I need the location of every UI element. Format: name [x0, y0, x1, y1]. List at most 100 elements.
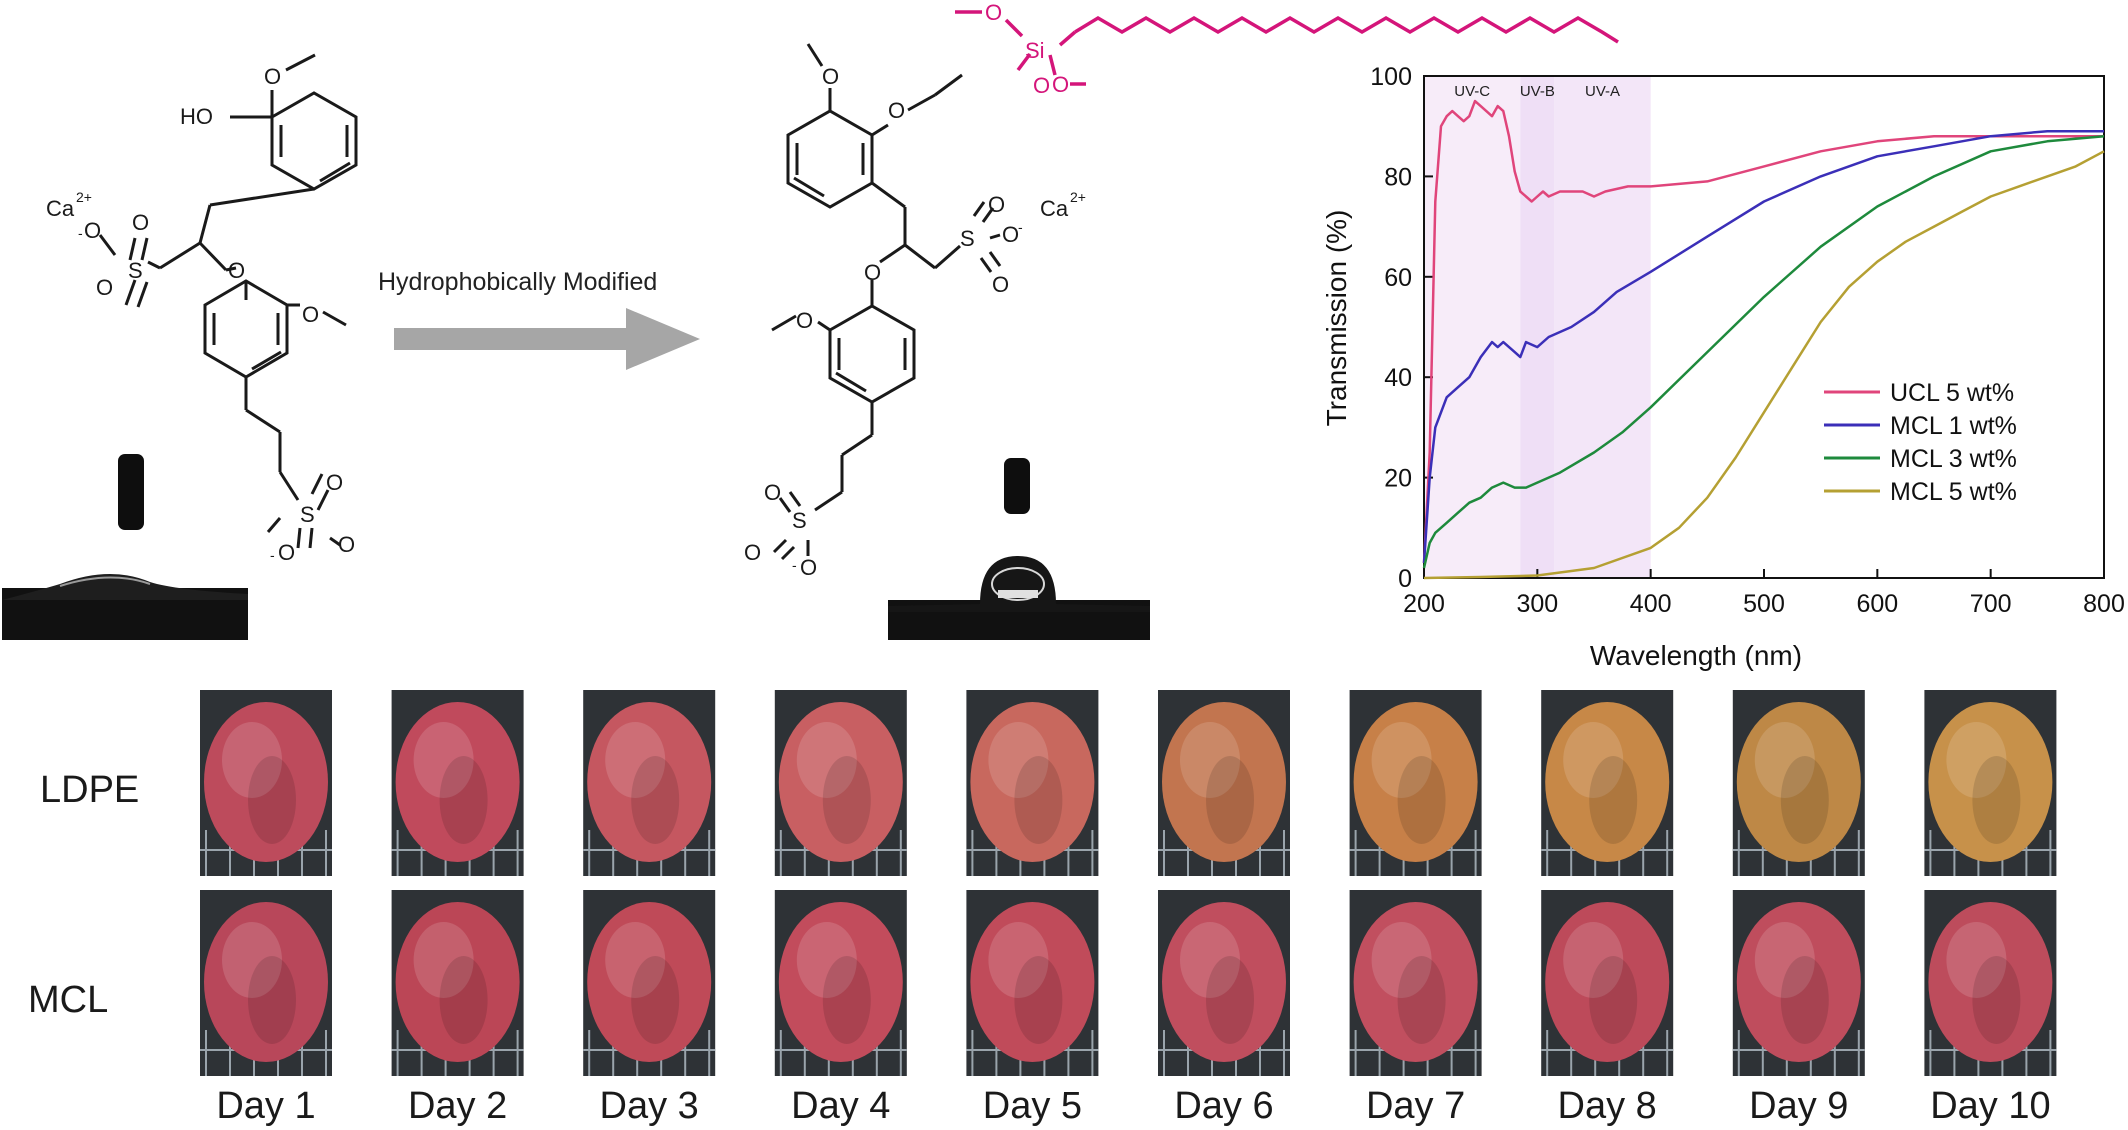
y-tick-label: 40 [1384, 364, 1412, 392]
x-tick-label: 800 [2083, 590, 2125, 618]
unmodified-lignin-labels: HO O Ca 2+ - O S O O O O S O O O - [46, 64, 355, 565]
series-line-2 [1422, 129, 2104, 563]
silane-labels: O Si O O [985, 0, 1069, 98]
series-line-1 [1422, 99, 2104, 563]
apple-photo-mcl-day-9 [1732, 890, 1865, 1076]
ether-oxygen-top: O [888, 98, 905, 123]
sulfonyl-oxygen-right-a: O [988, 192, 1005, 217]
sulfonate-anion-oxygen-1: O [84, 218, 101, 243]
day-label-1: Day 1 [216, 1085, 315, 1127]
apple-photo-mcl-day-1 [200, 890, 332, 1076]
sulfonyl-oxygen-lower-b: O [744, 540, 761, 565]
anion-charge-1: - [78, 225, 83, 241]
calcium-charge-right: 2+ [1070, 189, 1086, 205]
apple-photo-mcl-day-4 [774, 890, 907, 1076]
legend-label-4: MCL 5 wt% [1890, 478, 2017, 506]
sulfonyl-oxygen-1a: O [132, 210, 149, 235]
tick-labels: 200 300 400 500 600 700 800 0 20 40 60 80 100 [1370, 63, 2125, 618]
silane-chain [955, 10, 1619, 86]
anion-charge-lower: - [792, 557, 797, 573]
contact-angle-unmodified [2, 454, 248, 640]
apple-photo-ldpe-day-2 [391, 690, 524, 876]
y-tick-label: 0 [1398, 565, 1412, 593]
siloxy-oxygen-3: O [1052, 72, 1069, 97]
day-label-8: Day 8 [1558, 1085, 1657, 1127]
uv-regions: UV-C UV-B UV-A [1424, 76, 1651, 578]
sulfonyl-oxygen-2b: O [338, 532, 355, 557]
sulfonyl-oxygen-right-b: O [992, 272, 1009, 297]
region-uv-b [1520, 76, 1555, 578]
apple-photo-mcl-day-8 [1541, 890, 1674, 1076]
contact-angle-modified [888, 458, 1150, 640]
methoxy-oxygen: O [264, 64, 281, 89]
region-label-uv-a: UV-A [1585, 83, 1620, 100]
region-label-uv-b: UV-B [1520, 83, 1555, 100]
apple-photo-ldpe-day-7 [1349, 690, 1482, 876]
x-tick-label: 500 [1743, 590, 1785, 618]
apple-photo-ldpe-day-6 [1158, 690, 1290, 876]
apple-photo-mcl-day-7 [1349, 890, 1482, 1076]
day-label-9: Day 9 [1749, 1085, 1848, 1127]
apple-photo-mcl-day-5 [966, 890, 1099, 1076]
day-label-2: Day 2 [408, 1085, 507, 1127]
modified-lignin-labels: O O O O S O O O - Ca 2+ S O O O - [744, 64, 1086, 580]
apple-photo-ldpe-day-8 [1541, 690, 1674, 876]
axes [1423, 75, 2105, 579]
row-label-ldpe: LDPE [40, 769, 139, 811]
methoxy-oxygen-2: O [302, 302, 319, 327]
sulfonate-anion-lower: O [800, 555, 817, 580]
apple-photo-mcl-day-2 [391, 890, 524, 1076]
sulfur-lower: S [792, 508, 807, 533]
calcium-charge: 2+ [76, 189, 92, 205]
legend: UCL 5 wt% MCL 1 wt% MCL 3 wt% MCL 5 wt% [1824, 379, 2017, 506]
sulfonyl-oxygen-2a: O [326, 470, 343, 495]
legend-label-1: UCL 5 wt% [1890, 379, 2014, 407]
y-axis-label: Transmission (%) [1321, 210, 1352, 427]
arrow-shaft [394, 328, 634, 350]
y-tick-label: 60 [1384, 264, 1412, 292]
anion-charge-right: - [1018, 219, 1023, 235]
sulfur-1: S [128, 258, 143, 283]
apple-photo-ldpe-day-3 [583, 690, 716, 876]
apple-photo-ldpe-day-9 [1732, 690, 1865, 876]
calcium-ion: Ca [46, 196, 75, 221]
silicon-atom: Si [1025, 38, 1045, 63]
apple-photo-mcl-day-6 [1158, 890, 1290, 1076]
sulfur-2: S [300, 502, 315, 527]
modification-arrow: Hydrophobically Modified [378, 268, 700, 370]
day-label-10: Day 10 [1930, 1085, 2050, 1127]
day-label-5: Day 5 [983, 1085, 1082, 1127]
series-line-4 [1423, 150, 2105, 580]
day-label-3: Day 3 [600, 1085, 699, 1127]
x-tick-label: 700 [1970, 590, 2012, 618]
uv-transmission-chart: UV-C UV-B UV-A 200 300 400 500 600 700 800 0 20 40 6… [1321, 63, 2125, 671]
region-uv-c [1424, 76, 1521, 578]
methoxy-oxygen-lower: O [796, 308, 813, 333]
x-axis-label: Wavelength (nm) [1590, 640, 1802, 671]
apple-photo-ldpe-day-4 [774, 690, 907, 876]
sulfonate-anion-oxygen-2: O [278, 540, 295, 565]
unmodified-lignin-structure [98, 53, 358, 549]
y-tick-label: 20 [1384, 465, 1412, 493]
calcium-ion-right: Ca [1040, 196, 1069, 221]
photo-cells [200, 690, 2057, 1076]
day-label-6: Day 6 [1174, 1085, 1273, 1127]
ether-oxygen: O [228, 258, 245, 283]
apple-photo-ldpe-day-10 [1924, 690, 2057, 876]
apple-photo-ldpe-day-5 [966, 690, 1099, 876]
siloxy-oxygen-1: O [985, 0, 1002, 25]
anion-charge-2: - [270, 547, 275, 563]
series-lines [1422, 99, 2105, 580]
ether-oxygen-middle: O [864, 260, 881, 285]
x-tick-label: 600 [1856, 590, 1898, 618]
apple-photo-ldpe-day-1 [200, 690, 332, 876]
apple-photo-grid: LDPE MCL Day 1 Day 2 Day 3 Day 4 Day 5 Day 6 D… [28, 690, 2057, 1127]
series-line-3 [1422, 134, 2105, 569]
day-label-4: Day 4 [791, 1085, 890, 1127]
siloxy-oxygen-2: O [1033, 73, 1050, 98]
row-label-mcl: MCL [28, 979, 108, 1021]
x-tick-label: 200 [1403, 590, 1445, 618]
hydroxyl-label: HO [180, 104, 213, 129]
sulfonate-anion-right: O [1002, 222, 1019, 247]
